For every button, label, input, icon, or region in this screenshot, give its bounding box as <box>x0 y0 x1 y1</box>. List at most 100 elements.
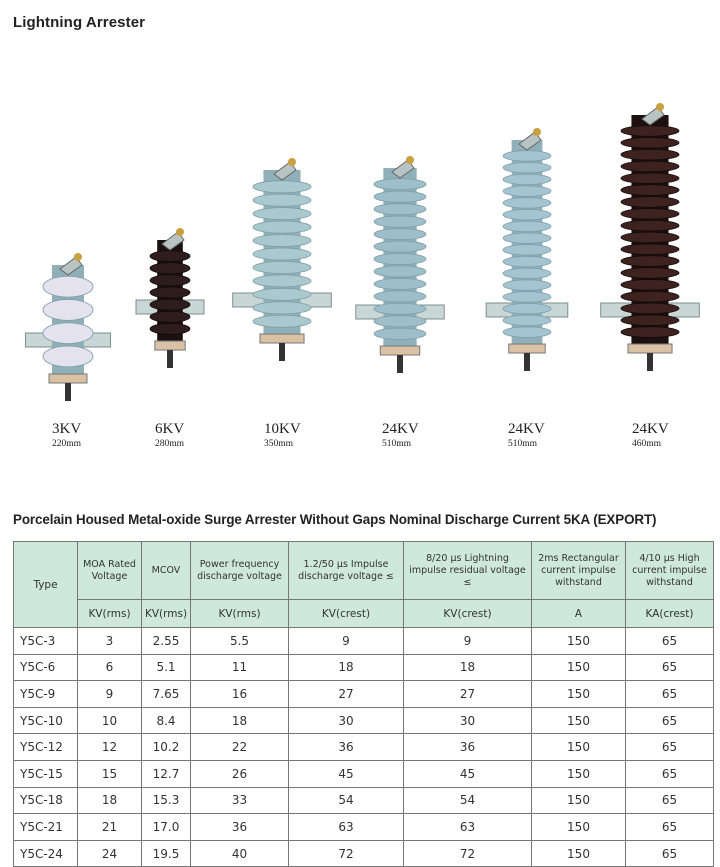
shed <box>502 267 552 280</box>
length-label: 220mm <box>52 439 82 449</box>
shed <box>149 310 191 323</box>
shed <box>252 234 312 247</box>
shed <box>620 148 680 161</box>
type-cell: Y5C-18 <box>13 786 78 815</box>
voltage-label: 6KV <box>155 421 185 437</box>
shed <box>149 250 191 262</box>
value-cell: 150 <box>531 813 626 841</box>
type-cell: Y5C-10 <box>13 706 78 735</box>
column-header: 4/10 μs High current impulse withstand <box>625 541 714 600</box>
shed <box>502 279 552 291</box>
length-label: 460mm <box>632 439 662 449</box>
value-cell: 6 <box>77 653 142 682</box>
column-header: MOA Rated Voltage <box>77 541 142 600</box>
unit-header: KV(crest) <box>403 599 532 628</box>
value-cell: 7.65 <box>141 680 191 708</box>
shed <box>620 267 680 279</box>
value-cell: 65 <box>625 813 714 841</box>
value-cell: 65 <box>625 627 714 655</box>
product-caption: 10KV 350mm <box>264 421 364 449</box>
table-row: Y5C-15 15 12.7 26 45 45 150 65 <box>13 759 714 788</box>
shed <box>620 160 680 173</box>
value-cell: 54 <box>403 786 532 815</box>
shed <box>373 178 427 191</box>
shed <box>502 185 552 197</box>
shed <box>620 314 680 326</box>
shed <box>373 252 427 266</box>
value-cell: 63 <box>288 813 404 841</box>
shed <box>620 279 680 291</box>
type-cell: Y5C-9 <box>13 680 78 708</box>
value-cell: 9 <box>77 680 142 708</box>
shed <box>620 196 680 208</box>
shed <box>373 215 427 228</box>
table-row: Y5C-18 18 15.3 33 54 54 150 65 <box>13 786 714 815</box>
shed <box>373 277 427 290</box>
voltage-label: 24KV <box>508 421 545 437</box>
shed <box>620 290 680 303</box>
value-cell: 5.5 <box>190 627 289 655</box>
value-cell: 12.7 <box>141 759 191 788</box>
value-cell: 27 <box>288 680 404 708</box>
value-cell: 150 <box>531 786 626 815</box>
shed <box>620 302 680 315</box>
value-cell: 15 <box>77 759 142 788</box>
arrester-photo <box>135 228 205 368</box>
product-caption: 24KV 510mm <box>382 421 482 449</box>
shed <box>252 274 312 288</box>
arrester-photo <box>232 158 332 361</box>
table-row: Y5C-12 12 10.2 22 36 36 150 65 <box>13 733 714 761</box>
value-cell: 27 <box>403 680 532 708</box>
shed <box>620 137 680 149</box>
value-cell: 65 <box>625 839 714 867</box>
type-cell: Y5C-24 <box>13 839 78 867</box>
table-row: Y5C-24 24 19.5 40 72 72 150 65 <box>13 839 714 867</box>
value-cell: 72 <box>288 839 404 867</box>
shed <box>42 322 94 344</box>
value-cell: 150 <box>531 706 626 735</box>
shed <box>620 172 680 184</box>
unit-header: KV(rms) <box>141 599 191 628</box>
shed <box>149 298 191 311</box>
unit-header: KV(crest) <box>288 599 404 628</box>
value-cell: 45 <box>403 759 532 788</box>
value-cell: 16 <box>190 680 289 708</box>
product-caption: 3KV 220mm <box>52 421 152 449</box>
shed <box>252 314 312 328</box>
value-cell: 17.0 <box>141 813 191 841</box>
shed <box>502 232 552 244</box>
shed <box>252 180 312 194</box>
value-cell: 22 <box>190 733 289 761</box>
table-row: Y5C-3 3 2.55 5.5 9 9 150 65 <box>13 627 714 655</box>
value-cell: 8.4 <box>141 706 191 735</box>
shed <box>373 302 427 315</box>
type-cell: Y5C-21 <box>13 813 78 841</box>
shed <box>373 240 427 253</box>
table-title: Porcelain Housed Metal-oxide Surge Arres… <box>13 512 657 527</box>
value-cell: 9 <box>403 627 532 655</box>
value-cell: 30 <box>288 706 404 735</box>
unit-header: KV(rms) <box>77 599 142 628</box>
table-row: Y5C-10 10 8.4 18 30 30 150 65 <box>13 706 714 735</box>
value-cell: 30 <box>403 706 532 735</box>
value-cell: 40 <box>190 839 289 867</box>
shed <box>502 302 552 315</box>
voltage-label: 3KV <box>52 421 82 437</box>
shed <box>252 301 312 315</box>
shed <box>373 265 427 278</box>
product-caption: 6KV 280mm <box>155 421 255 449</box>
terminal <box>176 228 184 236</box>
value-cell: 18 <box>77 786 142 815</box>
value-cell: 65 <box>625 706 714 735</box>
shed <box>149 286 191 299</box>
value-cell: 12 <box>77 733 142 761</box>
shed <box>620 243 680 255</box>
shed <box>252 287 312 301</box>
arrester-photo <box>485 128 569 371</box>
column-header: 2ms Rectangular current impulse withstan… <box>531 541 626 600</box>
column-header: Power frequency discharge voltage <box>190 541 289 600</box>
type-cell: Y5C-6 <box>13 653 78 682</box>
unit-header: KV(rms) <box>190 599 289 628</box>
table-row: Y5C-9 9 7.65 16 27 27 150 65 <box>13 680 714 708</box>
length-label: 510mm <box>382 439 412 449</box>
